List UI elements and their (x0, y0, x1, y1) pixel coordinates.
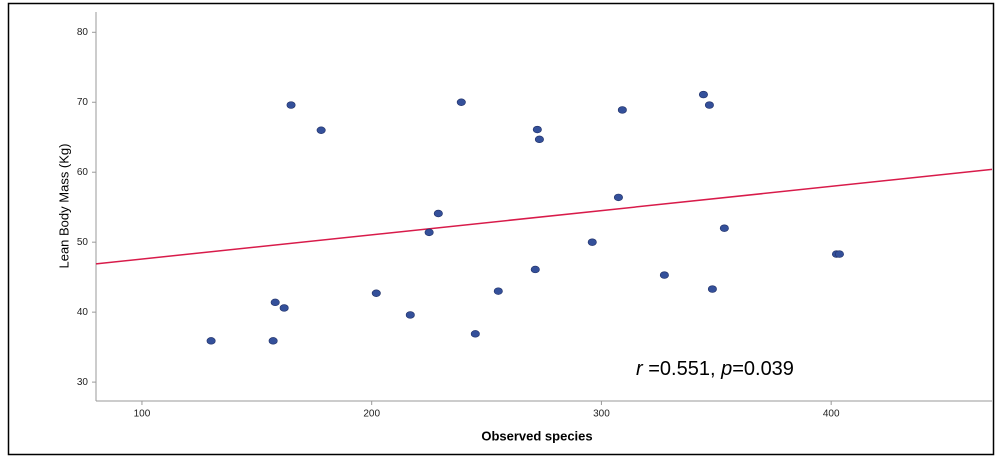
point (587, 238, 597, 246)
x-tick-label: 200 (363, 409, 380, 420)
point (316, 126, 326, 134)
point (286, 101, 296, 109)
y-tick-label: 60 (77, 167, 89, 178)
point (707, 285, 717, 293)
x-tick-label: 300 (593, 409, 610, 420)
annotation-part: p (720, 358, 732, 380)
point (719, 224, 729, 232)
point (279, 304, 289, 312)
point (698, 90, 708, 99)
point (456, 98, 466, 106)
frame (7, 2, 995, 456)
point (834, 250, 844, 258)
point (268, 337, 278, 345)
annotation-part: r (636, 358, 644, 380)
y-tick-label: 50 (77, 237, 89, 248)
y-tick-label: 80 (77, 27, 89, 38)
y-tick-label: 40 (77, 307, 89, 318)
point (270, 298, 280, 307)
y-axis-label: Lean Body Mass (Kg) (56, 143, 71, 268)
fit-line (95, 168, 993, 265)
point (613, 193, 623, 202)
point (424, 228, 434, 237)
point (371, 289, 381, 297)
point (532, 125, 542, 134)
point (493, 287, 503, 295)
point (470, 330, 480, 338)
point (206, 337, 216, 345)
x-axis-label: Observed species (481, 428, 592, 443)
x-tick-label: 100 (134, 409, 151, 420)
point (534, 135, 544, 144)
point (617, 106, 627, 114)
point (704, 101, 714, 109)
y-tick-label: 30 (77, 377, 89, 388)
annotation-part: =0.039 (732, 358, 794, 380)
x-tick-label: 400 (823, 409, 840, 420)
annotation-part: =0.551, (643, 358, 721, 380)
y-tick-label: 70 (77, 97, 89, 108)
point (433, 209, 443, 218)
point (530, 265, 540, 274)
point (405, 311, 415, 319)
annotation: r =0.551, p=0.039 (636, 358, 794, 380)
point (659, 271, 669, 279)
